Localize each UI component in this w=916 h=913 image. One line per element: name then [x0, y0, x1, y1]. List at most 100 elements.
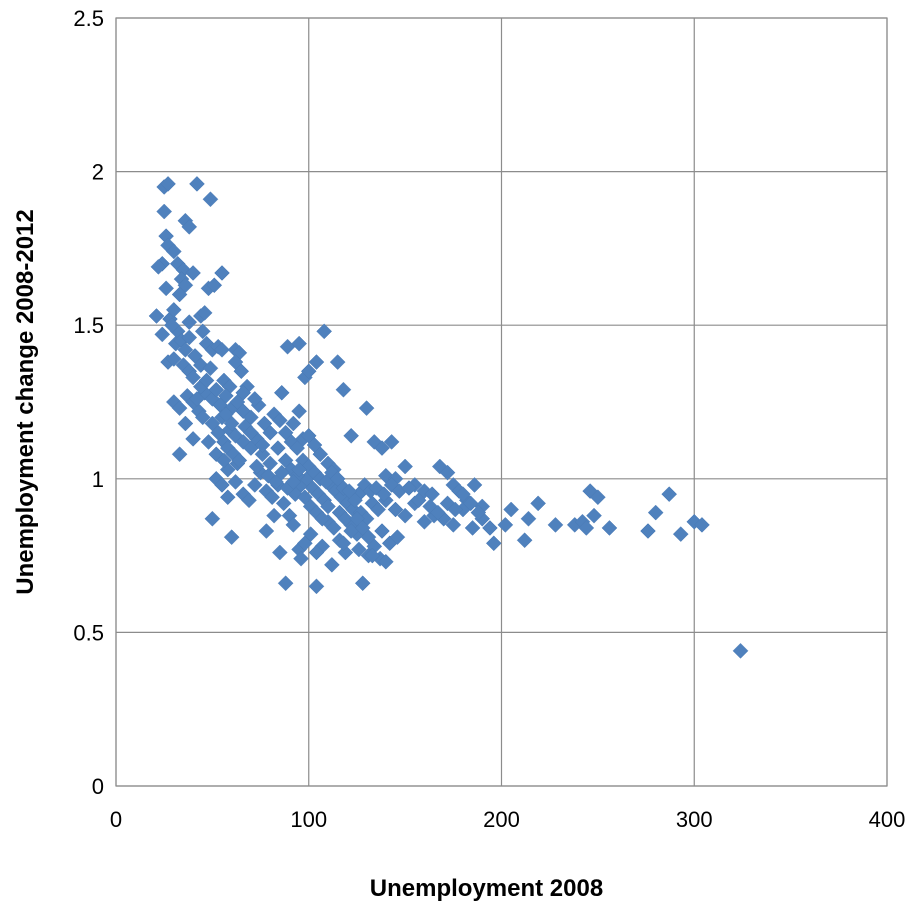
data-point: [218, 406, 234, 423]
data-point: [376, 486, 392, 503]
data-point: [374, 440, 390, 456]
data-point: [640, 523, 656, 539]
data-point: [308, 544, 325, 561]
data-point: [275, 495, 292, 512]
data-point: [241, 492, 257, 509]
data-point: [661, 486, 678, 503]
data-point: [214, 477, 230, 493]
data-point: [466, 477, 483, 493]
data-point: [285, 517, 302, 533]
data-point: [150, 258, 167, 275]
data-point: [347, 492, 363, 509]
y-tick-label: 1.5: [73, 313, 104, 338]
y-tick-label: 1: [92, 467, 104, 492]
data-point: [360, 529, 377, 546]
data-point: [206, 277, 223, 294]
data-point: [497, 517, 514, 533]
data-point: [273, 384, 290, 401]
data-point: [181, 219, 198, 235]
data-point: [354, 575, 371, 592]
data-point: [312, 446, 329, 463]
data-point: [410, 492, 427, 509]
data-point: [273, 464, 290, 481]
data-point: [216, 452, 232, 469]
data-point: [374, 523, 390, 539]
x-tick-label: 200: [483, 807, 520, 832]
data-point: [383, 434, 400, 450]
data-point: [158, 280, 174, 297]
data-point: [578, 520, 595, 536]
data-point: [243, 424, 259, 441]
data-point: [208, 381, 225, 398]
data-point: [291, 461, 307, 478]
data-point: [464, 520, 481, 536]
data-point: [335, 535, 352, 552]
data-point: [516, 532, 533, 549]
data-point: [185, 431, 201, 447]
data-point: [156, 203, 173, 220]
data-point: [235, 384, 252, 401]
data-point: [185, 265, 201, 281]
plot-area: [115, 17, 888, 787]
data-point: [200, 434, 217, 450]
data-point: [254, 446, 271, 463]
data-point: [308, 354, 325, 370]
y-tick-label: 2.5: [73, 6, 104, 31]
data-point: [181, 329, 198, 346]
data-point: [165, 351, 182, 367]
data-point: [154, 326, 171, 343]
data-point: [316, 323, 333, 340]
data-point: [264, 489, 280, 506]
data-point: [337, 510, 354, 527]
data-point: [177, 415, 194, 432]
data-point: [258, 523, 275, 539]
data-point: [148, 308, 165, 324]
data-point: [177, 341, 194, 358]
data-point: [181, 314, 198, 330]
data-point: [389, 529, 406, 546]
y-axis-title: Unemployment change 2008-2012: [12, 209, 39, 595]
data-point: [416, 513, 433, 530]
data-point: [165, 243, 182, 260]
data-points: [148, 176, 749, 659]
data-point: [470, 504, 487, 521]
data-point: [219, 489, 236, 506]
x-tick-label: 300: [676, 807, 713, 832]
data-point: [387, 501, 404, 518]
data-point: [248, 458, 265, 475]
data-point: [266, 507, 282, 524]
data-point: [520, 510, 537, 527]
data-point: [227, 474, 244, 490]
data-point: [285, 474, 302, 490]
data-point: [343, 427, 360, 444]
data-point: [285, 415, 302, 432]
data-point: [194, 323, 211, 340]
data-point: [293, 550, 309, 567]
data-point: [430, 504, 446, 521]
data-point: [314, 510, 331, 527]
data-point: [485, 535, 502, 552]
data-point: [171, 400, 188, 416]
data-point: [329, 354, 346, 370]
data-point: [214, 265, 230, 281]
data-point: [165, 301, 182, 318]
data-point: [231, 452, 248, 469]
data-point: [547, 517, 564, 533]
data-point: [325, 520, 342, 536]
data-point: [291, 335, 307, 352]
y-tick-label: 0.5: [73, 620, 104, 645]
data-point: [397, 507, 413, 524]
data-point: [164, 317, 180, 334]
data-point: [364, 547, 381, 564]
data-point: [189, 176, 205, 192]
data-point: [171, 446, 188, 463]
data-point: [254, 437, 271, 453]
data-point: [270, 440, 286, 456]
data-point: [291, 403, 307, 420]
data-point: [482, 520, 498, 536]
x-tick-label: 100: [290, 807, 327, 832]
data-point: [601, 520, 618, 536]
data-point: [308, 578, 325, 595]
data-point: [694, 517, 710, 533]
